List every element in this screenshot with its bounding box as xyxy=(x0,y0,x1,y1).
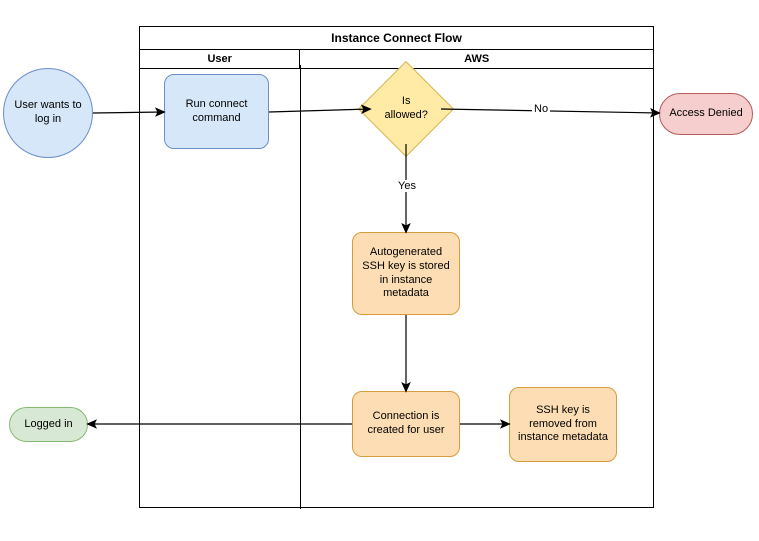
lane-divider xyxy=(300,65,301,509)
node-store-key-label: Autogenerated SSH key is stored in insta… xyxy=(359,246,453,301)
node-access-denied-label: Access Denied xyxy=(669,107,742,121)
edge-label-decision-denied: No xyxy=(532,103,550,115)
node-logged-in-label: Logged in xyxy=(24,418,72,432)
lane-header-aws: AWS xyxy=(299,50,653,68)
node-store-key: Autogenerated SSH key is stored in insta… xyxy=(352,232,460,315)
diagram-title: Instance Connect Flow xyxy=(140,27,653,50)
node-connection-created: Connection is created for user xyxy=(352,391,460,457)
node-remove-key: SSH key is removed from instance metadat… xyxy=(509,387,617,462)
node-start: User wants to log in xyxy=(3,68,93,158)
edge-label-decision-store_key: Yes xyxy=(396,180,418,192)
lane-header-user: User xyxy=(140,50,299,68)
node-start-label: User wants to log in xyxy=(10,99,86,127)
node-run-connect-label: Run connect command xyxy=(171,98,262,126)
lane-headers: User AWS xyxy=(140,50,653,69)
node-connection-created-label: Connection is created for user xyxy=(359,410,453,438)
node-decision-label: Is allowed? xyxy=(379,95,433,123)
node-remove-key-label: SSH key is removed from instance metadat… xyxy=(516,404,610,445)
node-logged-in: Logged in xyxy=(9,407,88,442)
node-run-connect: Run connect command xyxy=(164,74,269,149)
node-access-denied: Access Denied xyxy=(659,93,753,135)
